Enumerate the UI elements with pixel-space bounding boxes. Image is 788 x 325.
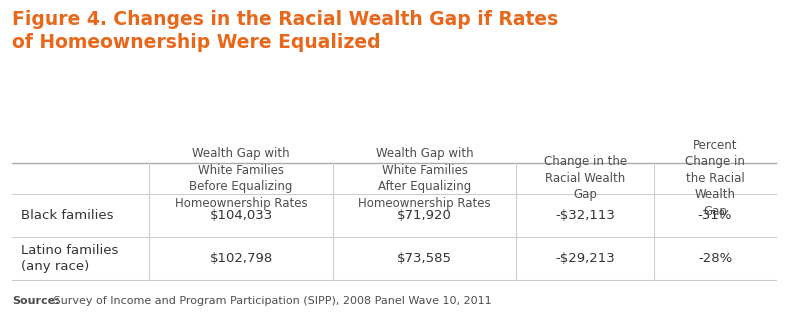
Text: Source:: Source:	[12, 295, 59, 306]
Text: Wealth Gap with
White Families
After Equalizing
Homeownership Rates: Wealth Gap with White Families After Equ…	[359, 147, 491, 210]
Text: Percent
Change in
the Racial
Wealth
Gap: Percent Change in the Racial Wealth Gap	[685, 139, 745, 218]
Text: $73,585: $73,585	[397, 252, 452, 265]
Text: $104,033: $104,033	[210, 209, 273, 222]
Text: -$32,113: -$32,113	[556, 209, 615, 222]
Text: -28%: -28%	[698, 252, 732, 265]
Text: Figure 4. Changes in the Racial Wealth Gap if Rates
of Homeownership Were Equali: Figure 4. Changes in the Racial Wealth G…	[12, 10, 558, 52]
Text: -31%: -31%	[698, 209, 732, 222]
Text: $71,920: $71,920	[397, 209, 452, 222]
Text: Latino families
(any race): Latino families (any race)	[21, 244, 119, 273]
Text: Black families: Black families	[21, 209, 113, 222]
Text: Change in the
Racial Wealth
Gap: Change in the Racial Wealth Gap	[544, 155, 626, 201]
Text: -$29,213: -$29,213	[556, 252, 615, 265]
Text: $102,798: $102,798	[210, 252, 273, 265]
Text: Wealth Gap with
White Families
Before Equalizing
Homeownership Rates: Wealth Gap with White Families Before Eq…	[175, 147, 307, 210]
Text: Survey of Income and Program Participation (SIPP), 2008 Panel Wave 10, 2011: Survey of Income and Program Participati…	[50, 295, 491, 306]
